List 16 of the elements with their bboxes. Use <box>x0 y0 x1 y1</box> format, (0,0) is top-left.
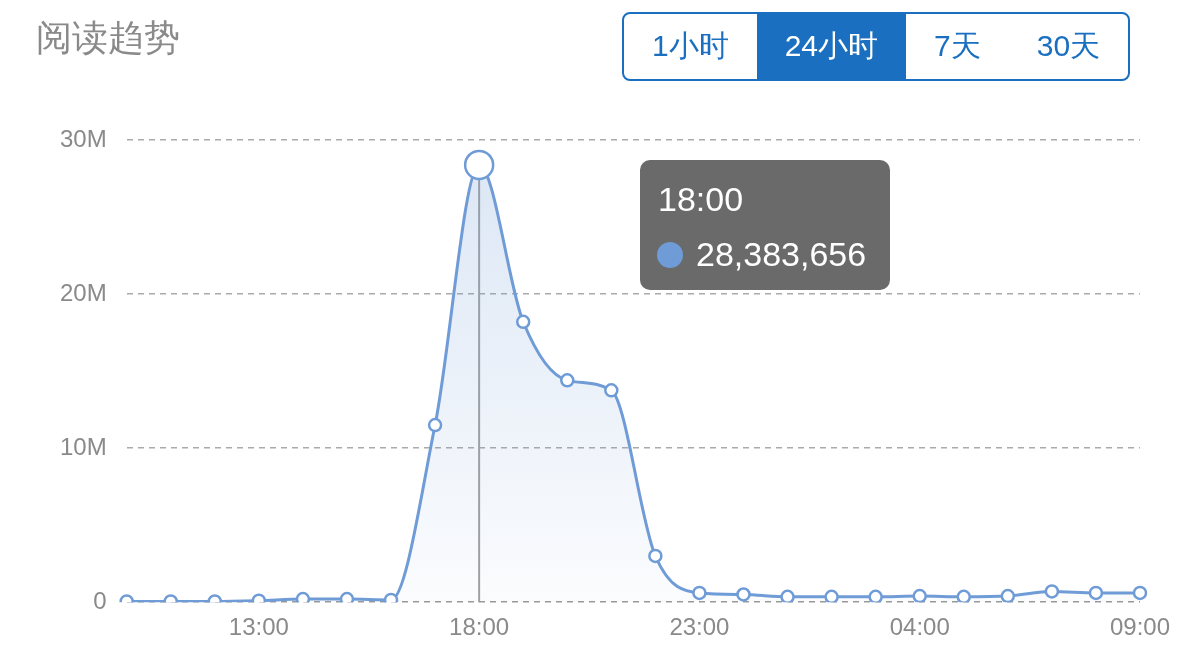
text: 24小时 <box>756 14 907 79</box>
y-tick-label: 30M <box>60 124 107 152</box>
x-tick-label: 04:00 <box>889 613 950 641</box>
text: 1小时 <box>651 28 730 64</box>
x-tick-label: 13:00 <box>228 613 289 641</box>
y-tick-label: 20M <box>60 278 107 306</box>
y-tick-label: 10M <box>60 432 107 460</box>
text: 7天 <box>933 28 982 64</box>
y-tick-label: 0 <box>93 586 107 614</box>
annotation: 28,383,656 <box>696 235 867 274</box>
x-tick-label: 18:00 <box>449 613 510 641</box>
x-tick-label: 23:00 <box>669 613 730 641</box>
text: 30天 <box>1035 28 1102 64</box>
chart-title: 阅读趋势 <box>36 16 180 60</box>
x-tick-label: 09:00 <box>1109 613 1171 641</box>
annotation: 18:00 <box>658 180 744 219</box>
